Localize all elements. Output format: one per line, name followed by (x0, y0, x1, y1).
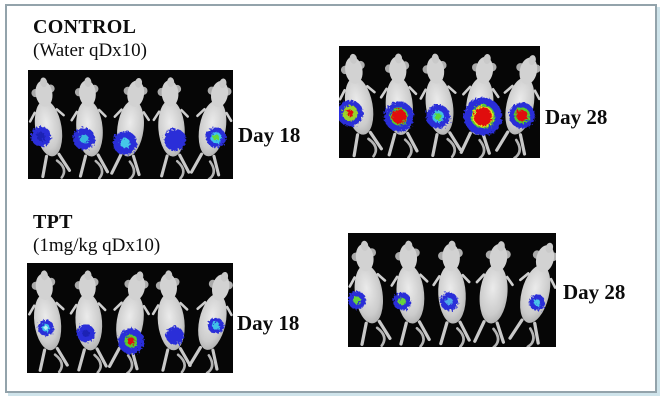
day-label-control-day18: Day 18 (238, 123, 301, 147)
mice-luminescence-image (28, 270, 233, 373)
mouse (69, 270, 108, 373)
mice-luminescence-image (28, 77, 233, 179)
imaging-panel-control-day28 (339, 46, 540, 158)
day-label-tpt-day18: Day 18 (237, 311, 300, 335)
mice-luminescence-image (348, 240, 556, 347)
imaging-panel-control-day18 (28, 70, 233, 179)
imaging-panel-tpt-day28 (348, 233, 556, 347)
mouse (28, 77, 71, 179)
group-dose-control: (Water qDx10) (33, 40, 148, 61)
day-label-tpt-day28: Day 28 (563, 280, 626, 304)
mouse (508, 242, 556, 347)
group-dose-tpt: (1mg/kg qDx10) (33, 235, 161, 256)
day-label-control-day28: Day 28 (545, 105, 608, 129)
mouse (348, 240, 392, 347)
luminescence-spots (339, 97, 535, 136)
luminescence-spots (30, 126, 226, 156)
luminescence-spots (348, 291, 546, 311)
mice-luminescence-image (339, 53, 540, 158)
mouse (70, 77, 110, 179)
group-title-control: CONTROL (33, 16, 137, 38)
mouse (107, 271, 150, 373)
mouse (390, 240, 431, 347)
imaging-panel-tpt-day18 (27, 263, 233, 373)
luminescence-spots (37, 317, 224, 355)
mouse (188, 271, 233, 373)
mouse (473, 241, 514, 347)
mouse (152, 77, 191, 179)
group-title-tpt: TPT (33, 211, 73, 233)
mouse (110, 77, 150, 179)
mouse (151, 270, 192, 373)
mouse (189, 78, 233, 179)
